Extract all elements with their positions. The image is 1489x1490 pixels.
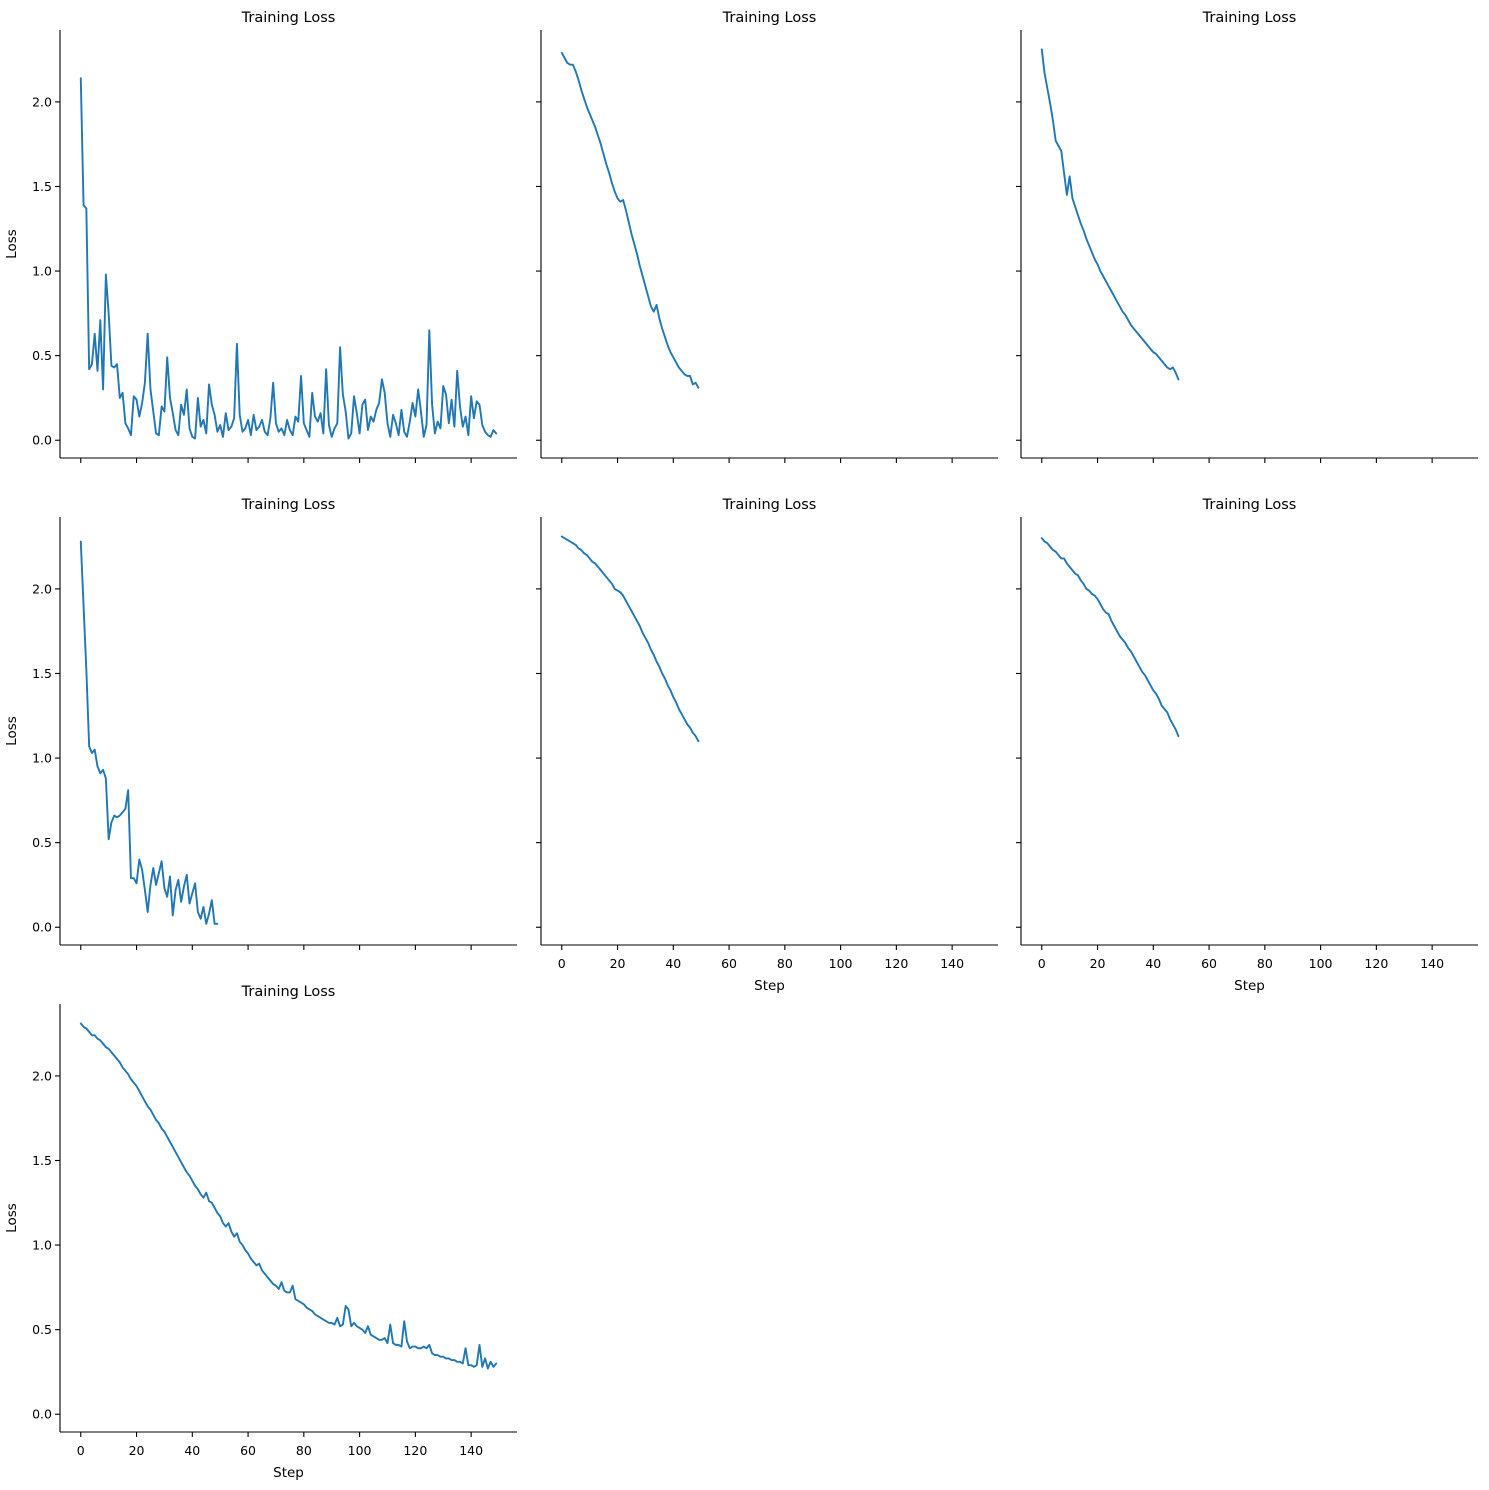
- plot-axes: 0.0 0.5 1.0 1.5 2.0: [32, 517, 517, 950]
- plot-axes: 0 20 40 60 80 100 120 140 0.0 0.5 1.0 1.5 2.0: [32, 1004, 517, 1458]
- y-tick-label: 2.0: [32, 581, 52, 596]
- x-tick-label: 20: [129, 1443, 145, 1458]
- plot-axes: 0 20 40 60 80 100 120 140: [1016, 517, 1478, 971]
- y-axis-label: Loss: [4, 1203, 20, 1233]
- x-tick-label: 40: [665, 956, 681, 971]
- y-tick-label: 0.5: [32, 1322, 52, 1337]
- y-axis-label: Loss: [4, 229, 20, 259]
- y-tick-label: 0.0: [32, 1407, 52, 1422]
- plot-axes: 0.0 0.5 1.0 1.5 2.0: [32, 30, 517, 463]
- y-axis-label: Loss: [4, 716, 20, 746]
- plot-axes: [1016, 30, 1478, 463]
- x-tick-label: 40: [184, 1443, 200, 1458]
- plot-axes: 0 20 40 60 80 100 120 140: [536, 517, 998, 971]
- y-tick-label: 1.0: [32, 1238, 52, 1253]
- loss-curve: [79, 77, 498, 440]
- y-tick-label: 0.5: [32, 835, 52, 850]
- loss-curve: [560, 51, 700, 389]
- plot-axes: [536, 30, 998, 463]
- loss-curve: [1040, 48, 1180, 381]
- x-tick-label: 60: [1201, 956, 1217, 971]
- chart-title: Training Loss: [722, 10, 817, 26]
- loss-curve: [560, 535, 700, 743]
- subplot-training-loss-7: Training Loss Loss Step 0 20 40 60 80 100 120 1…: [4, 984, 517, 1481]
- x-axis-label: Step: [754, 978, 785, 994]
- x-axis-label: Step: [1234, 978, 1265, 994]
- loss-curve: [79, 1022, 498, 1370]
- chart-title: Training Loss: [241, 984, 336, 1000]
- x-tick-label: 60: [721, 956, 737, 971]
- x-tick-label: 80: [1257, 956, 1273, 971]
- loss-curve: [79, 540, 219, 925]
- y-tick-label: 0.0: [32, 920, 52, 935]
- x-tick-label: 100: [1309, 956, 1333, 971]
- x-tick-label: 140: [940, 956, 964, 971]
- y-tick-label: 2.0: [32, 94, 52, 109]
- x-tick-label: 0: [1038, 956, 1046, 971]
- x-tick-label: 0: [77, 1443, 85, 1458]
- y-tick-label: 1.0: [32, 751, 52, 766]
- y-tick-label: 2.0: [32, 1068, 52, 1083]
- x-tick-label: 80: [296, 1443, 312, 1458]
- x-tick-label: 120: [884, 956, 908, 971]
- x-tick-label: 40: [1145, 956, 1161, 971]
- subplot-training-loss-4: Training Loss Loss 0.0 0.5 1.0 1.5 2.0: [4, 497, 517, 950]
- x-tick-label: 120: [403, 1443, 427, 1458]
- chart-title: Training Loss: [1202, 497, 1297, 513]
- subplot-training-loss-5: Training Loss Step 0 20 40 60 80 100 120 140: [536, 497, 998, 994]
- x-tick-label: 60: [240, 1443, 256, 1458]
- x-tick-label: 100: [348, 1443, 372, 1458]
- y-tick-label: 1.5: [32, 179, 52, 194]
- chart-title: Training Loss: [241, 497, 336, 513]
- x-tick-label: 20: [1090, 956, 1106, 971]
- chart-title: Training Loss: [241, 10, 336, 26]
- y-tick-label: 0.5: [32, 348, 52, 363]
- x-axis-label: Step: [273, 1465, 304, 1481]
- chart-title: Training Loss: [722, 497, 817, 513]
- subplot-training-loss-3: Training Loss: [1016, 10, 1478, 463]
- subplot-training-loss-6: Training Loss Step 0 20 40 60 80 100 120 140: [1016, 497, 1478, 994]
- loss-curve: [1040, 537, 1180, 738]
- y-tick-label: 1.0: [32, 264, 52, 279]
- chart-title: Training Loss: [1202, 10, 1297, 26]
- y-tick-label: 1.5: [32, 666, 52, 681]
- x-tick-label: 140: [1420, 956, 1444, 971]
- x-tick-label: 0: [558, 956, 566, 971]
- x-tick-label: 80: [777, 956, 793, 971]
- x-tick-label: 100: [829, 956, 853, 971]
- y-tick-label: 1.5: [32, 1153, 52, 1168]
- subplot-training-loss-2: Training Loss: [536, 10, 998, 463]
- x-tick-label: 140: [459, 1443, 483, 1458]
- x-tick-label: 120: [1364, 956, 1388, 971]
- y-tick-label: 0.0: [32, 433, 52, 448]
- subplot-training-loss-1: Training Loss Loss 0.0 0.5 1.0 1.5 2.0: [4, 10, 517, 463]
- x-tick-label: 20: [610, 956, 626, 971]
